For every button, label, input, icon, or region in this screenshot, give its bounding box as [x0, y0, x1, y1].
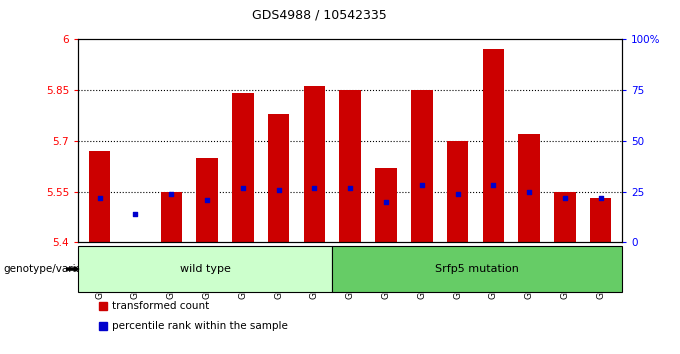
- Text: genotype/variation: genotype/variation: [3, 264, 103, 274]
- Bar: [518, 134, 540, 242]
- Bar: [268, 114, 290, 242]
- Point: [595, 195, 606, 201]
- Bar: [411, 90, 432, 242]
- Text: GDS4988 / 10542335: GDS4988 / 10542335: [252, 9, 387, 22]
- Point: [166, 191, 177, 196]
- Point: [237, 185, 248, 190]
- Point: [416, 183, 427, 188]
- Bar: [197, 158, 218, 242]
- Bar: [232, 93, 254, 242]
- Text: transformed count: transformed count: [112, 301, 209, 311]
- Point: [309, 185, 320, 190]
- Bar: [447, 141, 469, 242]
- Bar: [304, 86, 325, 242]
- Bar: [89, 151, 110, 242]
- Point: [345, 185, 356, 190]
- Bar: [590, 198, 611, 242]
- Point: [273, 187, 284, 193]
- Point: [452, 191, 463, 196]
- Point: [201, 197, 212, 202]
- Bar: [554, 192, 576, 242]
- Text: percentile rank within the sample: percentile rank within the sample: [112, 321, 288, 331]
- Text: Srfp5 mutation: Srfp5 mutation: [435, 264, 520, 274]
- Point: [130, 211, 141, 217]
- Bar: [339, 90, 361, 242]
- Point: [560, 195, 571, 201]
- Bar: [160, 192, 182, 242]
- Point: [488, 183, 499, 188]
- Point: [95, 195, 105, 201]
- Point: [381, 199, 392, 205]
- Point: [524, 189, 534, 194]
- Bar: [483, 49, 504, 242]
- Bar: [375, 168, 396, 242]
- Text: wild type: wild type: [180, 264, 231, 274]
